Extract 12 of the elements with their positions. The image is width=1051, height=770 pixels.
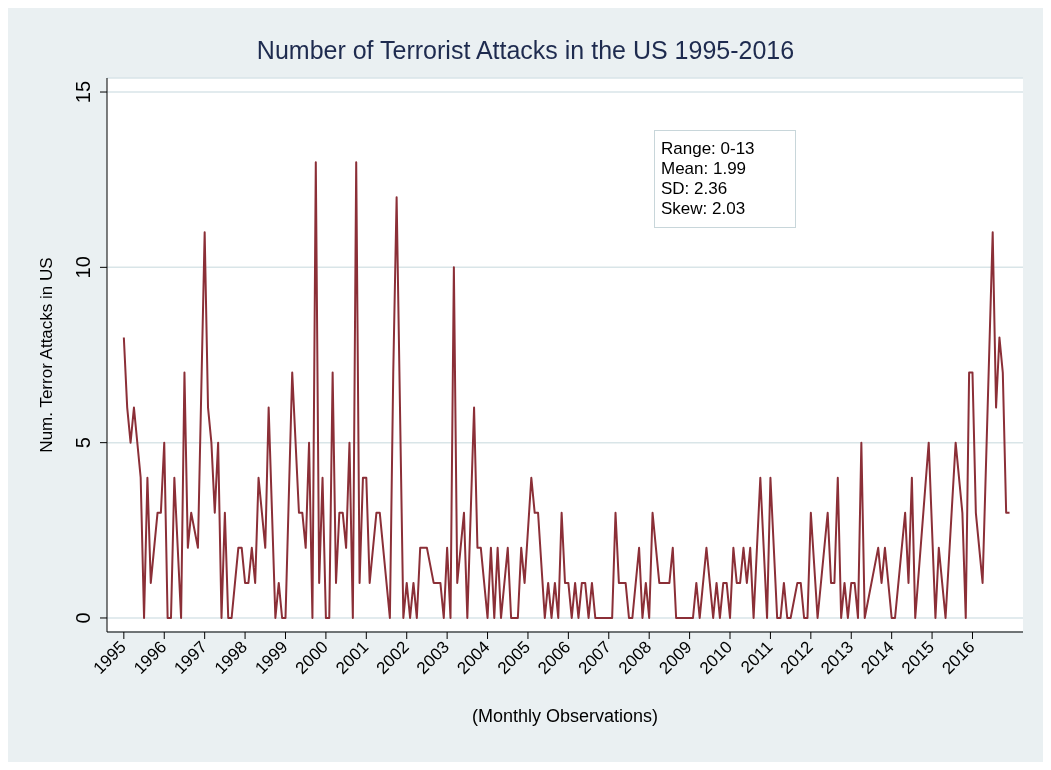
annotation: SD: 2.36: [661, 179, 729, 199]
y-tick-label: 15: [72, 80, 94, 104]
chart-title: Number of Terrorist Attacks in the US 1995-2016: [255, 36, 796, 65]
annotation: Range: 0-13: [661, 139, 756, 159]
annotation: Mean: 1.99: [661, 159, 748, 179]
annotation: Skew: 2.03: [661, 199, 747, 219]
y-tick-label: 10: [72, 256, 94, 279]
y-tick-label: 0: [72, 612, 94, 624]
y-tick-label: 5: [72, 437, 94, 449]
y-axis-title: Num. Terror Attacks in US: [37, 257, 57, 453]
line-series: [122, 161, 1011, 619]
x-axis-title: (Monthly Observations): [471, 706, 659, 726]
